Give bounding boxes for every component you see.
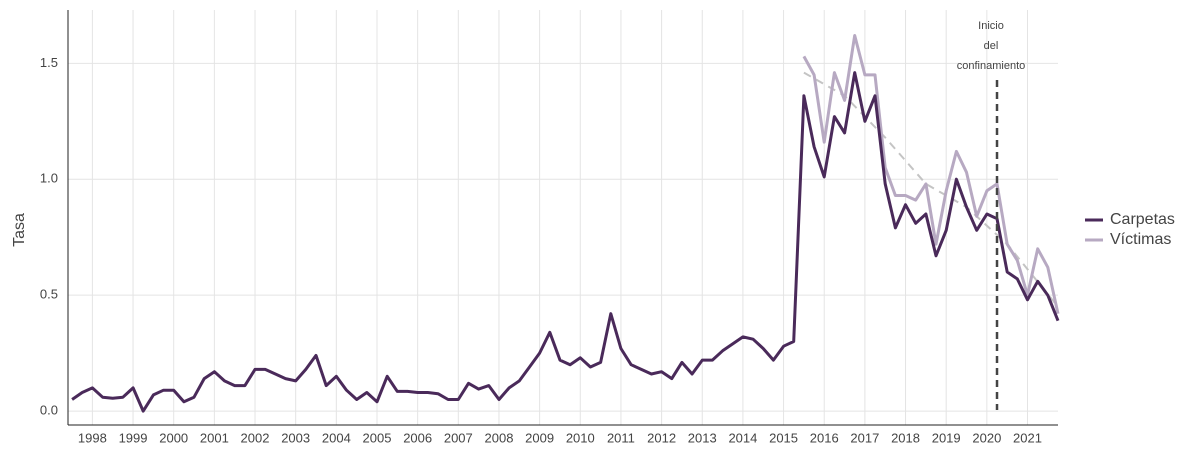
x-tick-label: 2015 — [769, 430, 798, 445]
x-tick-label: 2012 — [647, 430, 676, 445]
annotation-text: confinamiento — [957, 60, 1026, 72]
x-tick-label: 2008 — [485, 430, 514, 445]
x-tick-label: 2020 — [972, 430, 1001, 445]
y-tick-label: 1.0 — [40, 171, 58, 186]
x-tick-label: 2011 — [607, 430, 635, 445]
y-axis-label: Tasa — [11, 213, 28, 247]
series-line — [802, 34, 1060, 315]
x-tick-label: 2003 — [281, 430, 310, 445]
x-tick-label: 2005 — [363, 430, 392, 445]
legend-label: Víctimas — [1110, 231, 1171, 248]
y-tick-label: 1.5 — [40, 55, 58, 70]
x-tick-label: 2007 — [444, 430, 473, 445]
x-tick-label: 2004 — [322, 430, 351, 445]
x-tick-label: 2021 — [1013, 430, 1042, 445]
annotation-text: Inicio — [978, 20, 1004, 32]
y-tick-label: 0.0 — [40, 403, 58, 418]
x-tick-label: 2010 — [566, 430, 595, 445]
x-tick-label: 1999 — [119, 430, 148, 445]
x-tick-label: 2000 — [159, 430, 188, 445]
x-tick-label: 2006 — [403, 430, 432, 445]
series-line — [71, 71, 1060, 413]
y-tick-label: 0.5 — [40, 287, 58, 302]
x-tick-label: 1998 — [78, 430, 107, 445]
x-tick-label: 2019 — [932, 430, 961, 445]
x-tick-label: 2001 — [200, 430, 229, 445]
x-tick-label: 2016 — [810, 430, 839, 445]
legend-label: Carpetas — [1110, 211, 1175, 228]
x-tick-label: 2013 — [688, 430, 717, 445]
annotation-text: del — [984, 40, 999, 52]
x-tick-label: 2009 — [525, 430, 554, 445]
x-tick-label: 2018 — [891, 430, 920, 445]
x-tick-label: 2017 — [850, 430, 879, 445]
x-tick-label: 2002 — [241, 430, 270, 445]
x-tick-label: 2014 — [728, 430, 757, 445]
